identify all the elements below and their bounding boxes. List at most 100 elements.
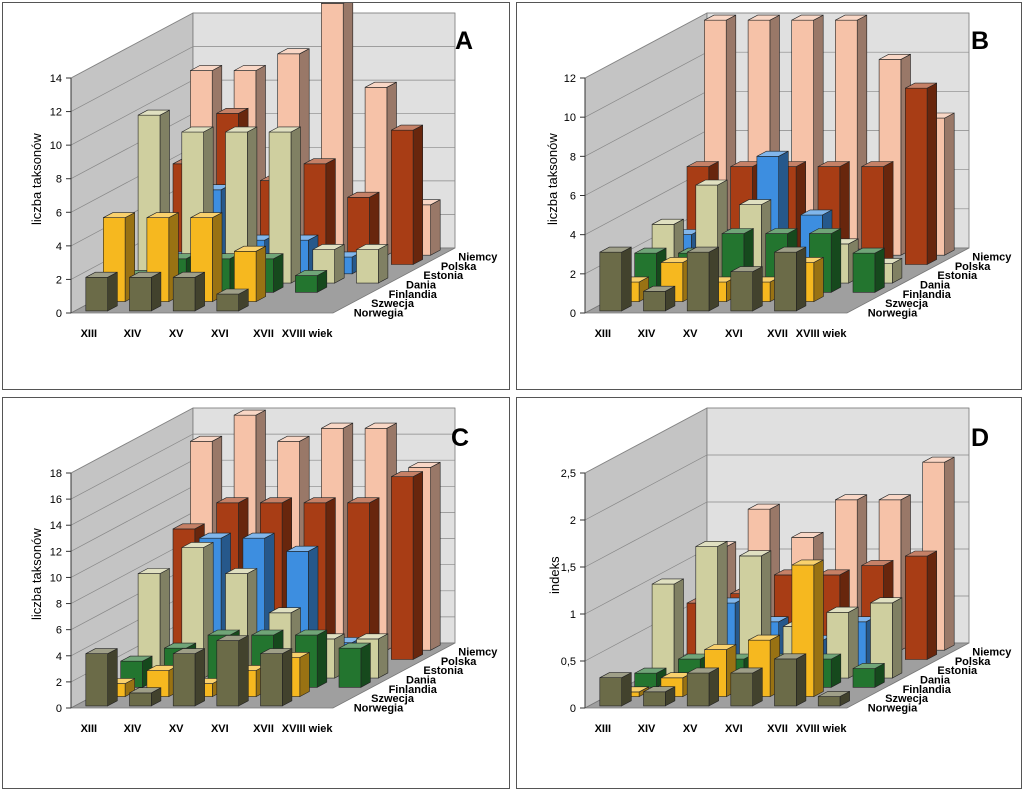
y-tick-label: 2 [56,677,62,689]
bar-dania-5 [870,597,903,679]
y-tick-label: 12 [50,107,62,119]
bar-finlandia-5 [852,247,885,293]
bar-dania-2 [225,126,258,284]
bar-norwegia-2 [686,667,719,707]
bar-norwegia-0 [599,246,632,312]
chart-panel-a: 0 2 4 6 8 10 12 14 XIII XIV XV XVI XVII XVIII wiek Nor… [2,2,510,390]
bar-polska-5 [904,82,938,265]
bar-dania-3 [268,126,301,284]
gridline [584,407,969,474]
bar-norwegia-2 [686,246,719,312]
chart-title-a: A [455,27,474,55]
series-label: Estonia [937,270,978,282]
category-label: XIV [124,328,142,340]
chart-panel-c: 0 2 4 6 8 10 12 14 16 18 XIII XIV XV XVI XVII XVIII wie… [2,397,510,789]
series-label: Finlandia [389,289,438,301]
y-tick-label: 12 [50,546,62,558]
series-label: Polska [441,656,477,668]
category-label: XVIII wiek [282,328,334,340]
bar-polska-5 [390,124,424,265]
series-label: Polska [441,261,477,273]
bar-niemcy-3 [321,3,354,256]
bar-norwegia-1 [129,687,162,707]
chart-svg-b: 0 2 4 6 8 10 12 XIII XIV XV XVI XVII XVIII wiek Norwe… [564,12,1012,340]
category-label: XVII [253,328,274,340]
y-tick-label: 10 [50,572,62,584]
bar-norwegia-4 [774,246,807,312]
chart-svg-c: 0 2 4 6 8 10 12 14 16 18 XIII XIV XV XVI XVII XVIII wie… [50,407,498,735]
y-tick-label: 6 [56,625,62,637]
gridline [70,46,455,112]
series-label: Dania [406,675,437,687]
y-axis-label-a: liczba taksonów [29,133,44,225]
series-label: Szwecja [885,693,929,705]
bar-norwegia-4 [260,648,293,707]
chart-panel-d: 0 0,5 1 1,5 2 2,5 XIII XIV XV XVI XVII XVIII wiek No… [516,397,1022,789]
category-label: XVI [211,328,229,340]
category-label: XIII [595,723,612,735]
bar-szwecja-3 [234,245,267,303]
chart-panel-b: 0 2 4 6 8 10 12 XIII XIV XV XVI XVII XVIII wiek Norwe… [516,2,1022,390]
bar-norwegia-5 [817,690,850,707]
series-label: Finlandia [903,684,952,696]
y-tick-label: 10 [50,140,62,152]
chart-title-c: C [451,424,470,452]
bar-polska-4 [347,497,380,660]
bar-finlandia-4 [295,269,328,293]
bar-dania-0 [137,567,170,679]
y-tick-label: 1 [570,609,576,621]
bar-finlandia-5 [338,642,371,688]
chart-title-d: D [971,424,990,452]
bar-dania-0 [651,578,684,679]
series-label: Norwegia [354,307,404,319]
category-label: XV [683,723,698,735]
bar-norwegia-0 [85,648,118,707]
category-label: XVII [767,723,788,735]
y-tick-label: 2 [56,274,62,286]
bar-szwecja-0 [103,212,135,303]
y-tick-label: 4 [570,230,576,242]
category-label: XVIII wiek [796,723,848,735]
bar-dania-5 [356,243,389,284]
category-label: XV [169,328,184,340]
category-label: XV [169,723,184,735]
gridline [584,454,969,521]
y-tick-label: 12 [564,73,576,85]
series-label: Szwecja [885,298,929,310]
series-label: Szwecja [371,298,415,310]
series-label: Finlandia [389,684,438,696]
category-label: XVI [725,723,743,735]
category-label: XVII [253,723,274,735]
bar-norwegia-3 [216,288,249,312]
y-tick-label: 8 [56,174,62,186]
bar-norwegia-1 [129,271,162,312]
series-label: Estonia [423,665,464,677]
y-axis-label-c: liczba taksonów [29,528,44,620]
category-label: XIII [81,723,98,735]
y-tick-label: 1,5 [561,562,576,574]
bar-dania-1 [695,540,728,679]
category-label: XVI [211,723,229,735]
series-label: Estonia [423,270,464,282]
series-label: Estonia [937,665,978,677]
category-label: XIV [638,723,656,735]
bar-norwegia-0 [85,271,118,312]
category-label: XVII [767,328,788,340]
bar-norwegia-3 [216,635,249,707]
y-tick-label: 18 [50,468,62,480]
category-label: XVIII wiek [282,723,334,735]
chart-svg-a: 0 2 4 6 8 10 12 14 XIII XIV XV XVI XVII XVIII wiek Nor… [50,3,498,340]
y-tick-label: 0 [570,308,576,320]
gridline [70,12,455,79]
bar-polska-5 [904,550,938,660]
bar-norwegia-3 [730,667,763,707]
category-label: XIII [81,328,98,340]
series-label: Norwegia [868,307,918,319]
y-tick-label: 0 [56,703,62,715]
bar-norwegia-2 [172,271,205,312]
series-label: Dania [920,280,951,292]
gridline [70,407,455,474]
y-tick-label: 6 [570,191,576,203]
y-tick-label: 0 [56,308,62,320]
category-label: XIV [638,328,656,340]
